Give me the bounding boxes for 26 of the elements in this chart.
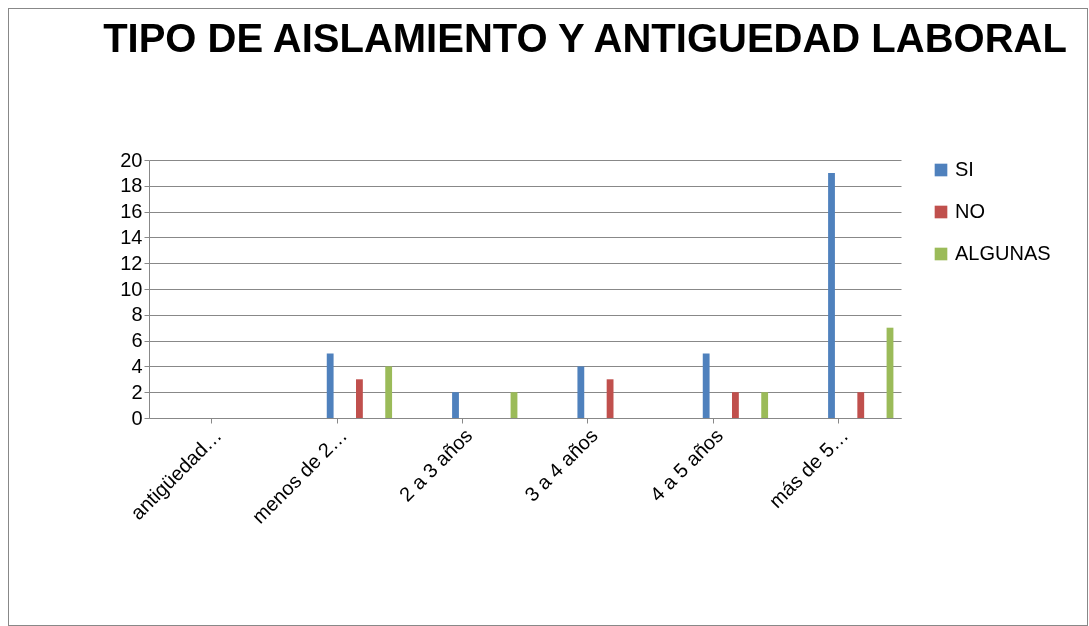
y-tick-label: 12 (120, 251, 143, 274)
bar (857, 392, 865, 418)
y-tick-label: 16 (120, 200, 143, 223)
bar (702, 353, 710, 418)
bar (452, 392, 459, 418)
y-tick-label: 6 (131, 329, 143, 352)
bar (732, 392, 739, 418)
bar (326, 353, 334, 418)
legend-label: SI (955, 158, 974, 180)
y-tick-label: 0 (131, 406, 143, 429)
y-tick-label: 4 (131, 354, 143, 377)
y-tick-label: 20 (120, 148, 143, 171)
bar (761, 392, 769, 418)
chart-title: TIPO DE AISLAMIENTO Y ANTIGUEDAD LABORAL (103, 16, 1067, 60)
y-tick-label: 18 (120, 174, 143, 197)
y-tick-label: 14 (120, 225, 143, 248)
y-tick-label: 8 (131, 303, 143, 326)
x-tick-label: más de 5… (764, 424, 853, 512)
bar (356, 379, 363, 418)
y-tick-label: 2 (131, 380, 143, 403)
legend-label: ALGUNAS (955, 242, 1051, 264)
bar (828, 172, 835, 418)
bar (577, 366, 585, 418)
bar (385, 366, 393, 418)
legend-label: NO (955, 200, 985, 222)
y-tick-label: 10 (120, 277, 143, 300)
